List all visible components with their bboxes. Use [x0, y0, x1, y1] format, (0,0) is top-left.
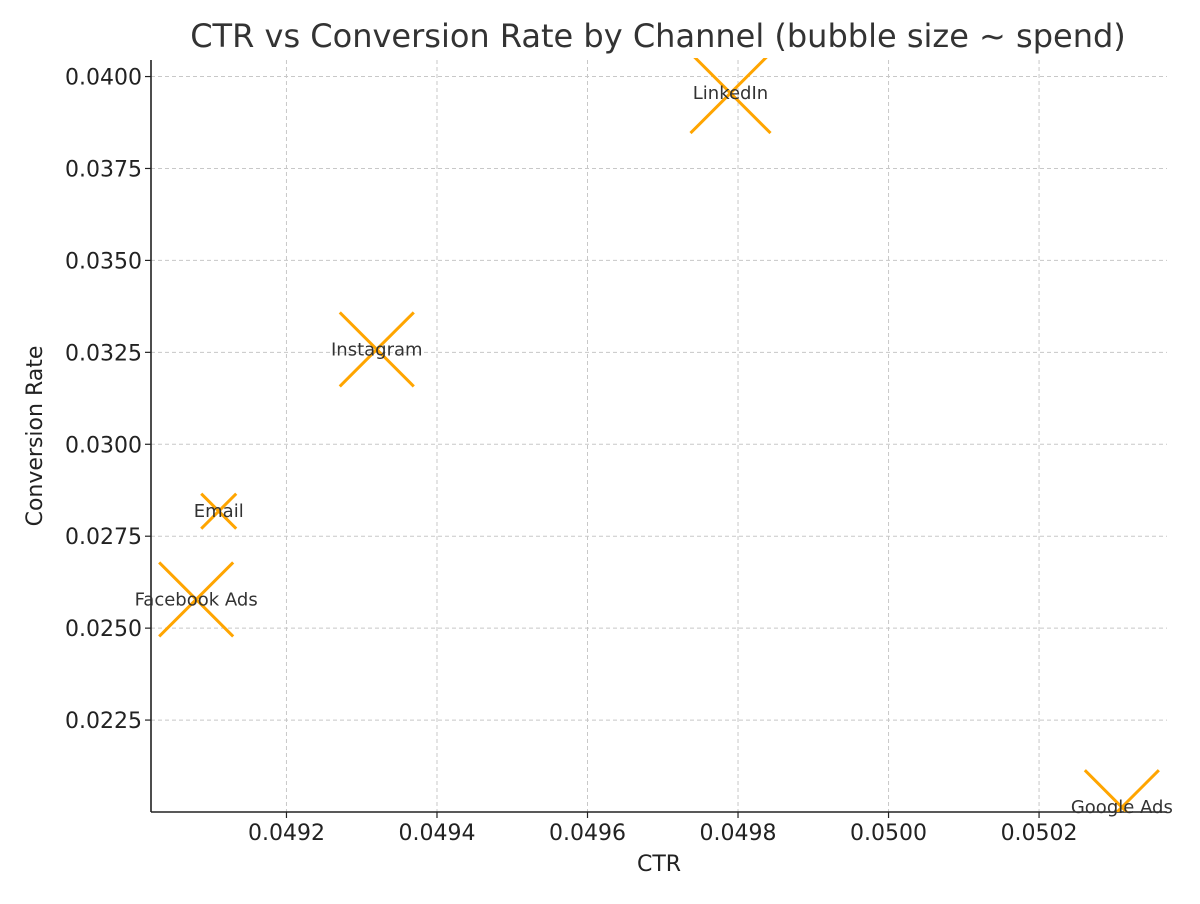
data-point — [200, 492, 238, 530]
data-point — [1083, 769, 1160, 812]
y-tick-label: 0.0250 — [65, 617, 142, 642]
y-tick-label: 0.0400 — [65, 66, 142, 91]
data-label: LinkedIn — [693, 83, 768, 104]
grid — [151, 60, 1167, 812]
x-tick-label: 0.0500 — [850, 821, 927, 846]
data-point — [158, 561, 235, 638]
y-tick-label: 0.0300 — [65, 433, 142, 458]
y-tick-label: 0.0225 — [65, 709, 142, 734]
data-points — [158, 58, 1160, 812]
y-tick-label: 0.0275 — [65, 525, 142, 550]
marker-stroke — [158, 561, 235, 638]
data-point — [689, 58, 772, 135]
marker-stroke — [200, 492, 238, 530]
y-tick-label: 0.0375 — [65, 157, 142, 182]
chart-title: CTR vs Conversion Rate by Channel (bubbl… — [190, 17, 1126, 55]
marker-stroke — [338, 311, 415, 388]
x-tick-label: 0.0502 — [1001, 821, 1078, 846]
x-axis-title: CTR — [637, 852, 681, 877]
data-label: Instagram — [331, 339, 423, 360]
axes — [150, 60, 1167, 813]
data-label: Email — [194, 501, 244, 522]
y-axis-title: Conversion Rate — [23, 346, 48, 527]
y-tick-label: 0.0325 — [65, 341, 142, 366]
x-tick-label: 0.0494 — [398, 821, 475, 846]
x-tick-label: 0.0492 — [248, 821, 325, 846]
marker-stroke — [689, 58, 768, 135]
x-tick-label: 0.0498 — [700, 821, 777, 846]
marker-stroke — [1114, 769, 1160, 812]
x-tick-label: 0.0496 — [549, 821, 626, 846]
data-point — [338, 311, 415, 388]
data-label: Facebook Ads — [135, 589, 258, 610]
ticks: 0.0492 0.0494 0.0496 0.0498 0.0500 0.0502 0.02… — [65, 66, 1078, 846]
point-labels: LinkedIn Instagram Email Facebook Ads Google… — [135, 83, 1173, 818]
y-tick-label: 0.0350 — [65, 249, 142, 274]
data-label: Google Ads — [1071, 797, 1173, 818]
